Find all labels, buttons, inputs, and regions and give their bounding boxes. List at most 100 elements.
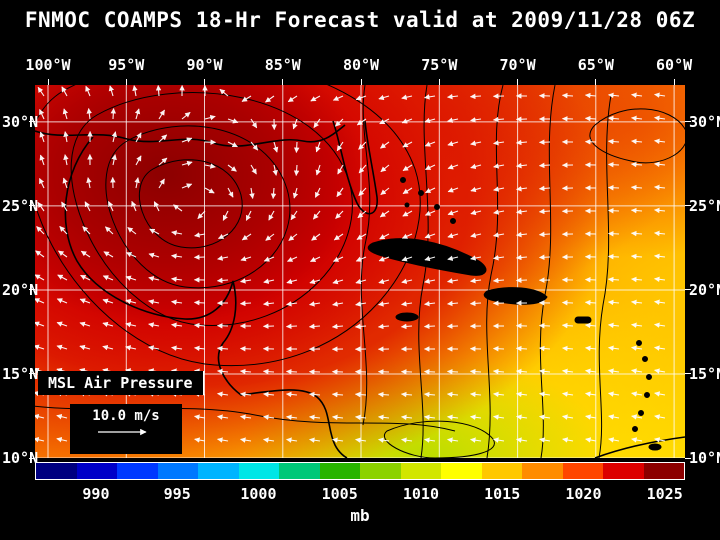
colorbar-segment xyxy=(76,463,117,479)
colorbar-segment xyxy=(238,463,279,479)
wind-arrow xyxy=(446,391,459,398)
wind-arrow xyxy=(425,187,436,194)
wind-arrow xyxy=(239,345,252,352)
wind-arrow xyxy=(239,368,252,375)
wind-arrow xyxy=(265,95,275,103)
wind-arrow xyxy=(402,164,413,172)
colorbar-segment xyxy=(36,463,77,479)
wind-arrow xyxy=(171,345,183,351)
wind-arrow xyxy=(584,276,597,283)
wind-arrow xyxy=(631,115,643,122)
wind-arrow xyxy=(173,204,183,212)
wind-arrow xyxy=(153,201,160,212)
wind-arrow xyxy=(308,323,321,330)
lon-tick-label: 70°W xyxy=(499,56,536,74)
wind-arrow xyxy=(516,231,528,238)
wind-arrow xyxy=(355,437,367,443)
wind-arrow xyxy=(400,391,413,398)
wind-arrow xyxy=(216,277,229,284)
wind-arrow xyxy=(447,278,459,284)
wind-arrow xyxy=(379,118,390,125)
wind-arrow xyxy=(470,186,482,193)
wind-arrow xyxy=(217,368,229,375)
wind-arrow xyxy=(377,323,390,330)
wind-arrow xyxy=(61,86,68,97)
wind-arrow xyxy=(654,414,666,420)
wind-arrow xyxy=(608,322,620,329)
wind-arrow xyxy=(263,437,275,443)
wind-arrow xyxy=(240,256,252,262)
wind-arrow xyxy=(585,368,597,374)
wind-arrow xyxy=(516,162,528,169)
lon-tick-label: 90°W xyxy=(186,56,223,74)
wind-arrow xyxy=(86,108,92,120)
wind-arrow xyxy=(181,137,193,143)
wind-arrow xyxy=(608,414,620,420)
wind-arrow xyxy=(333,256,344,262)
wind-arrow xyxy=(194,345,206,352)
wind-arrow xyxy=(250,141,259,151)
wind-arrow xyxy=(584,92,597,99)
lat-tick-label: 30°N xyxy=(689,112,720,131)
colorbar-segment xyxy=(562,463,603,479)
wind-arrow xyxy=(631,414,643,420)
wind-arrow xyxy=(538,322,551,329)
wind-arrow xyxy=(378,414,390,421)
wind-arrow xyxy=(240,278,252,284)
wind-arrow xyxy=(493,255,505,261)
wind-arrow xyxy=(313,118,321,129)
wind-arrow xyxy=(607,138,620,145)
axis-tick xyxy=(685,205,691,207)
wind-arrow xyxy=(241,95,252,102)
wind-arrow xyxy=(515,254,528,261)
wind-arrow xyxy=(193,322,206,329)
lon-tick-label: 95°W xyxy=(108,56,145,74)
lat-tick-label: 20°N xyxy=(689,280,720,299)
wind-arrow xyxy=(358,141,367,150)
wind-arrow xyxy=(354,391,367,398)
wind-arrow xyxy=(607,207,620,214)
wind-arrow xyxy=(355,95,367,101)
wind-arrow xyxy=(194,414,206,420)
wind-arrow xyxy=(631,345,643,351)
colorbar-segment xyxy=(643,463,684,479)
wind-arrow xyxy=(447,210,459,216)
wind-arrow xyxy=(356,118,367,126)
axis-tick xyxy=(673,79,675,85)
wind-arrow xyxy=(538,231,551,238)
wind-arrow xyxy=(79,344,91,351)
wind-arrow xyxy=(158,157,168,166)
wind-arrow xyxy=(401,256,413,262)
wind-arrow xyxy=(630,207,643,214)
wind-arrow xyxy=(222,210,229,221)
wind-arrow xyxy=(126,252,137,258)
wind-arrow xyxy=(125,275,137,281)
wind-arrow xyxy=(539,391,551,397)
colorbar-segment xyxy=(319,463,360,479)
wind-arrow xyxy=(240,414,252,420)
wind-arrow xyxy=(424,414,436,421)
wind-arrow xyxy=(111,154,117,166)
wind-arrow xyxy=(331,391,344,398)
wind-arrow xyxy=(84,201,91,212)
wind-arrow xyxy=(82,226,91,235)
wind-arrow xyxy=(493,163,505,169)
colorbar-tick-label: 1005 xyxy=(321,485,358,503)
wind-arrow xyxy=(61,201,68,212)
wind-arrow xyxy=(358,187,367,196)
wind-arrow xyxy=(401,94,413,100)
wind-arrow xyxy=(309,414,321,421)
wind-arrow xyxy=(148,322,160,328)
wind-arrow xyxy=(245,210,252,221)
wind-arrow xyxy=(262,368,275,375)
wind-arrow xyxy=(630,253,643,260)
wind-arrow xyxy=(538,208,551,215)
wind-arrow xyxy=(197,210,206,219)
wind-arrow xyxy=(401,118,413,124)
wind-arrow xyxy=(335,118,344,127)
wind-arrow xyxy=(290,210,298,221)
wind-arrow xyxy=(293,164,300,177)
wind-arrow xyxy=(470,277,482,284)
wind-arrow xyxy=(379,210,390,218)
wind-arrow xyxy=(654,161,666,168)
